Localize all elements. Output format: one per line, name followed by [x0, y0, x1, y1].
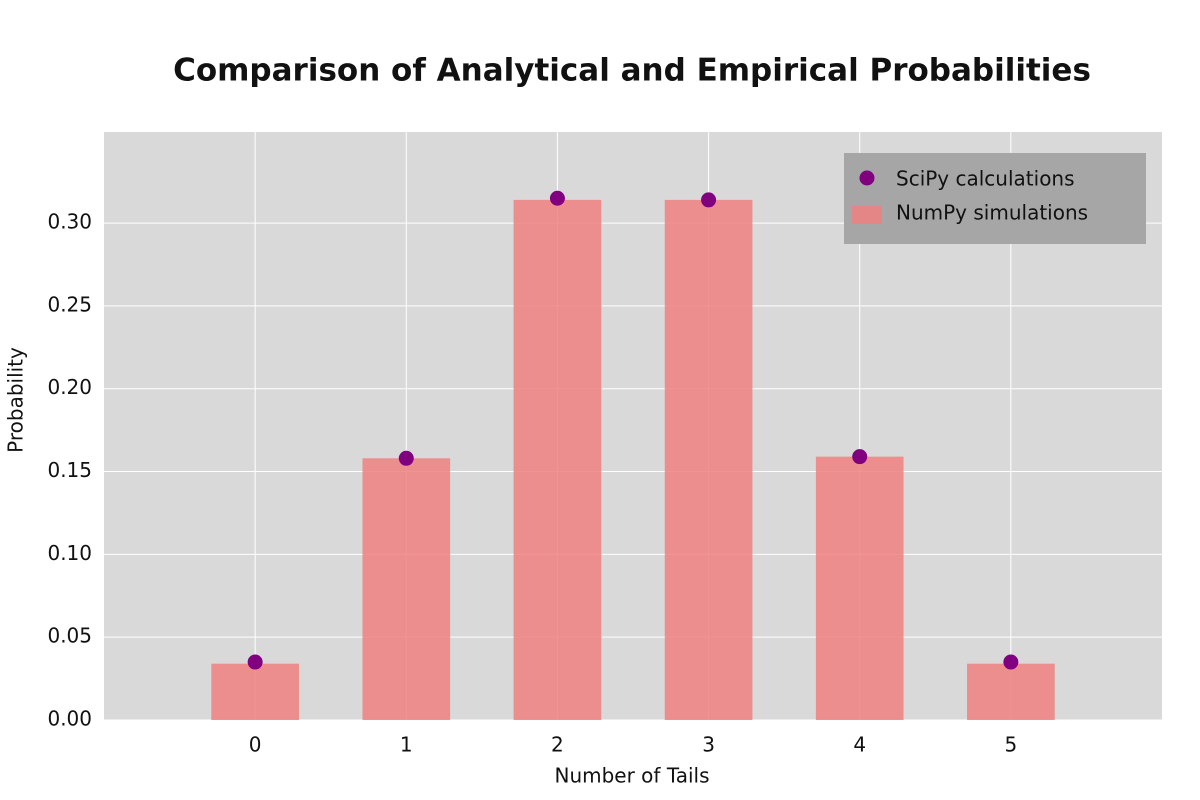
y-tick-label: 0.00 — [47, 707, 92, 731]
legend-marker — [852, 206, 882, 224]
y-tick-label: 0.20 — [47, 375, 92, 399]
point — [701, 192, 717, 208]
point — [398, 450, 414, 466]
x-axis-label: Number of Tails — [554, 764, 709, 788]
x-tick-label: 2 — [551, 733, 564, 757]
bar — [362, 458, 451, 720]
x-tick-label: 3 — [702, 733, 715, 757]
legend-marker — [859, 170, 875, 186]
y-tick-label: 0.10 — [47, 541, 92, 565]
x-tick-label: 4 — [853, 733, 866, 757]
bar — [664, 199, 753, 721]
legend-label: SciPy calculations — [896, 167, 1075, 191]
legend: SciPy calculations NumPy simulations — [844, 153, 1146, 244]
x-tick-label: 0 — [249, 733, 262, 757]
legend-label: NumPy simulations — [896, 201, 1088, 225]
bar — [815, 456, 904, 720]
point — [852, 449, 868, 465]
point — [247, 654, 263, 670]
chart-title: Comparison of Analytical and Empirical P… — [173, 53, 1091, 89]
y-tick-label: 0.25 — [47, 292, 92, 316]
legend-box — [844, 153, 1146, 244]
y-tick-label: 0.15 — [47, 458, 92, 482]
bar — [967, 663, 1055, 720]
x-tick-label: 1 — [400, 733, 413, 757]
y-tick-label: 0.30 — [47, 210, 92, 234]
x-tick-label: 5 — [1004, 733, 1017, 757]
bar — [513, 199, 602, 721]
y-tick-label: 0.05 — [47, 624, 92, 648]
point — [1003, 654, 1019, 670]
bar — [211, 663, 299, 720]
marks — [211, 190, 1055, 721]
y-axis-label: Probability — [4, 347, 28, 453]
point — [549, 190, 565, 206]
